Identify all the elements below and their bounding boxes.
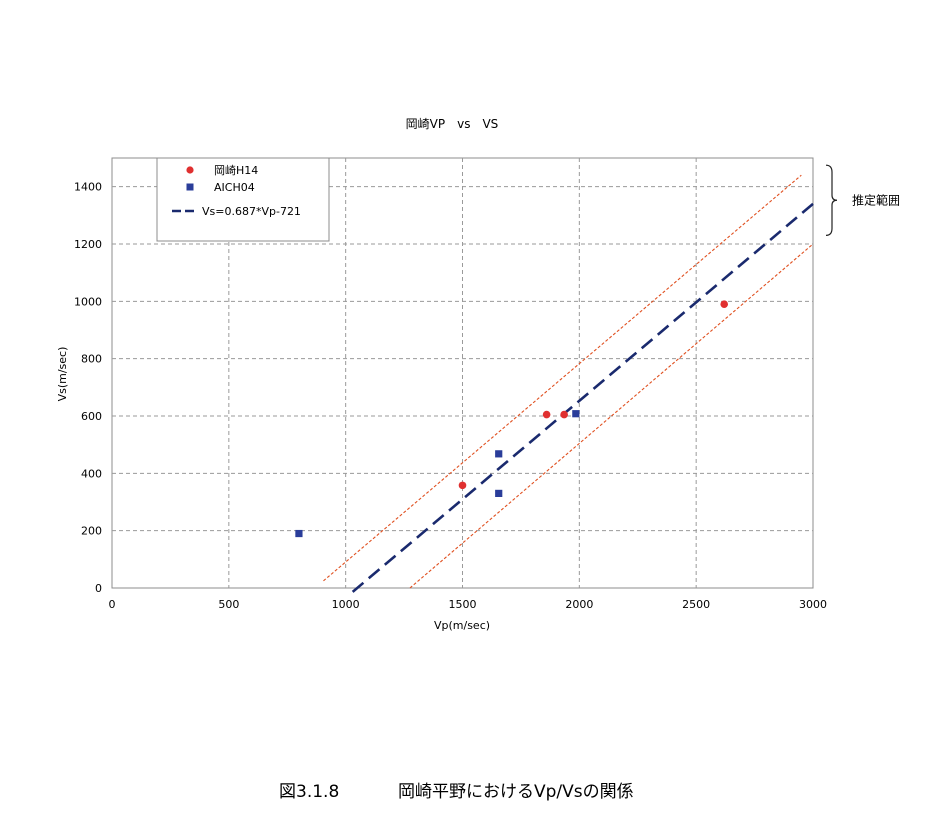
legend-box — [156, 157, 330, 242]
y-tick-label: 1200 — [74, 238, 102, 251]
estimation-bounds — [323, 174, 814, 589]
point-series-0 — [560, 410, 568, 419]
x-tick-label: 2500 — [682, 598, 710, 611]
legend-marker-aich04 — [186, 183, 194, 191]
x-tick-label: 500 — [218, 598, 239, 611]
point-series-0 — [458, 481, 467, 490]
x-axis-label: Vp(m/sec) — [434, 619, 490, 632]
legend-label-aich04: AICH04 — [214, 181, 255, 194]
x-tick-label: 2000 — [565, 598, 593, 611]
y-tick-label: 0 — [95, 582, 102, 595]
x-tick-label: 1000 — [332, 598, 360, 611]
point-series-1 — [572, 410, 580, 418]
point-series-0 — [542, 410, 551, 419]
bound-line-lower — [409, 243, 814, 589]
y-tick-label: 200 — [81, 525, 102, 538]
legend-label-okazaki: 岡崎H14 — [214, 163, 258, 177]
y-tick-label: 400 — [81, 467, 102, 480]
range-annotation-label: 推定範囲 — [852, 192, 900, 207]
fit-line — [351, 202, 814, 593]
y-axis-label: Vs(m/sec) — [56, 347, 69, 402]
bound-line-upper — [323, 174, 802, 582]
tick-labels: 0 500 1000 1500 2000 2500 3000 0 200 400 600 800 100… — [74, 181, 827, 611]
chart-title: 岡崎VP vs VS — [406, 117, 499, 131]
legend-marker-okazaki — [186, 166, 194, 174]
y-tick-label: 600 — [81, 410, 102, 423]
point-series-0 — [720, 300, 729, 309]
y-tick-label: 800 — [81, 353, 102, 366]
figure-caption: 岡崎平野におけるVp/Vsの関係 — [398, 782, 634, 802]
range-brace-icon — [825, 164, 838, 236]
data-points — [295, 300, 729, 538]
point-series-1 — [495, 489, 503, 497]
x-tick-label: 3000 — [799, 598, 827, 611]
y-tick-label: 1000 — [74, 295, 102, 308]
figure-number: 図3.1.8 — [279, 782, 339, 802]
y-tick-label: 1400 — [74, 181, 102, 194]
legend-label-fit: Vs=0.687*Vp-721 — [202, 205, 301, 218]
point-series-1 — [495, 450, 503, 458]
legend: 岡崎H14 AICH04 Vs=0.687*Vp-721 — [156, 157, 330, 242]
x-tick-label: 1500 — [449, 598, 477, 611]
point-series-1 — [295, 529, 303, 538]
x-tick-label: 0 — [109, 598, 116, 611]
fit-line-group — [351, 202, 814, 593]
